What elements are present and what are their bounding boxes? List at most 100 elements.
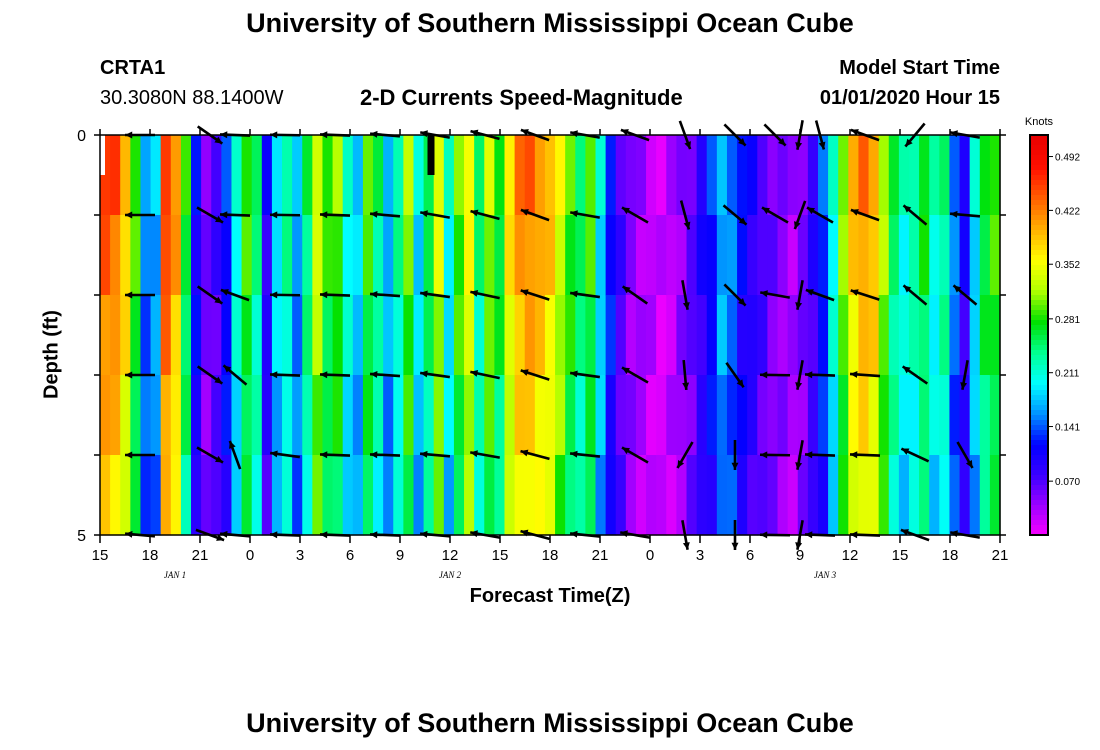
colorbar-segment bbox=[1030, 320, 1048, 326]
heatmap-cell bbox=[261, 135, 273, 216]
colorbar-segment bbox=[1030, 480, 1048, 486]
colorbar-segment bbox=[1030, 215, 1048, 221]
heatmap-cell bbox=[706, 135, 718, 216]
heatmap-cell bbox=[656, 295, 667, 376]
heatmap-cell bbox=[221, 375, 233, 456]
heatmap-cell bbox=[322, 295, 334, 376]
current-arrowhead bbox=[570, 450, 578, 458]
heatmap-cell bbox=[362, 455, 374, 536]
colorbar-segment bbox=[1030, 195, 1048, 201]
heatmap-cell bbox=[838, 455, 849, 536]
heatmap-cell bbox=[939, 455, 951, 536]
heatmap-cell bbox=[150, 135, 162, 216]
colorbar-segment bbox=[1030, 375, 1048, 381]
heatmap-cell bbox=[100, 295, 111, 376]
current-arrowhead bbox=[900, 529, 909, 536]
current-arrowhead bbox=[760, 371, 768, 379]
model-start-time: 01/01/2020 Hour 15 bbox=[819, 87, 1000, 109]
heatmap-cell bbox=[878, 215, 890, 296]
heatmap-cell bbox=[797, 375, 809, 456]
current-arrowhead bbox=[223, 365, 232, 373]
heatmap-cell bbox=[757, 375, 769, 456]
heatmap-cell bbox=[383, 135, 394, 216]
heatmap-cell bbox=[575, 455, 586, 536]
heatmap-cell bbox=[292, 455, 303, 536]
current-arrowhead bbox=[795, 462, 803, 470]
heatmap-cell bbox=[656, 215, 667, 296]
current-arrowhead bbox=[902, 366, 911, 374]
heatmap-cell bbox=[100, 215, 111, 296]
heatmap-cell bbox=[646, 375, 657, 456]
heatmap-cell bbox=[534, 215, 546, 296]
heatmap-cell bbox=[373, 295, 384, 376]
heatmap-cell bbox=[797, 295, 809, 376]
heatmap-cell bbox=[878, 135, 890, 216]
heatmap-cell bbox=[605, 215, 617, 296]
heatmap-cell bbox=[969, 135, 981, 216]
heatmap-cell bbox=[635, 215, 647, 296]
heatmap-cell bbox=[423, 295, 435, 376]
colorbar-tick-label: 0.141 bbox=[1055, 423, 1080, 434]
heatmap-cell bbox=[888, 295, 900, 376]
colorbar-frame bbox=[1029, 134, 1049, 536]
current-arrowhead bbox=[850, 209, 859, 216]
colorbar-segment bbox=[1030, 500, 1048, 506]
heatmap-cell bbox=[352, 295, 364, 376]
heatmap-cell bbox=[787, 135, 799, 216]
heatmap-cell bbox=[484, 215, 495, 296]
current-arrowhead bbox=[570, 370, 578, 378]
current-arrowhead bbox=[760, 290, 768, 298]
heatmap-cell bbox=[201, 215, 212, 296]
heatmap-cell bbox=[757, 215, 769, 296]
station-id: CRTA1 bbox=[100, 57, 166, 79]
current-arrowhead bbox=[677, 460, 685, 468]
heatmap-cell bbox=[908, 215, 920, 296]
heatmap-cell bbox=[332, 295, 344, 376]
heatmap-cell bbox=[453, 135, 465, 216]
heatmap-cell bbox=[282, 455, 293, 536]
heatmap-cell bbox=[524, 375, 536, 456]
heatmap-cell bbox=[180, 295, 192, 376]
heatmap-cell bbox=[979, 295, 991, 376]
heatmap-cell bbox=[848, 215, 860, 296]
heatmap-cell bbox=[231, 455, 243, 536]
colorbar-segment bbox=[1030, 390, 1048, 396]
x-tick-label: 9 bbox=[796, 547, 804, 564]
heatmap-cell bbox=[686, 375, 698, 456]
current-arrowhead bbox=[370, 290, 378, 298]
heatmap-cell bbox=[251, 295, 263, 376]
heatmap-cell bbox=[160, 455, 172, 536]
current-arrowhead bbox=[125, 211, 133, 219]
heatmap-cell bbox=[676, 135, 688, 216]
y-tick-label: 0 bbox=[77, 128, 86, 145]
heatmap-cell bbox=[423, 375, 435, 456]
heatmap-cell bbox=[898, 455, 910, 536]
heatmap-cell bbox=[807, 135, 819, 216]
heatmap-cell bbox=[656, 135, 667, 216]
current-arrowhead bbox=[682, 542, 690, 550]
heatmap-cell bbox=[362, 295, 374, 376]
colorbar-segment bbox=[1030, 450, 1048, 456]
current-arrowhead bbox=[950, 210, 958, 218]
heatmap-cell bbox=[201, 455, 212, 536]
heatmap-cell bbox=[747, 215, 758, 296]
heatmap-cell bbox=[777, 295, 789, 376]
heatmap-cell bbox=[939, 135, 951, 216]
colorbar-segment bbox=[1030, 340, 1048, 346]
heatmap-cell bbox=[231, 295, 243, 376]
colorbar-segment bbox=[1030, 395, 1048, 401]
heatmap-cell bbox=[180, 135, 192, 216]
heatmap-cell bbox=[929, 375, 940, 456]
colorbar-segment bbox=[1030, 200, 1048, 206]
colorbar-segment bbox=[1030, 180, 1048, 186]
heatmap-cell bbox=[888, 455, 900, 536]
colorbar-tick-label: 0.070 bbox=[1055, 477, 1080, 488]
heatmap-cell bbox=[544, 215, 556, 296]
colorbar-segment bbox=[1030, 225, 1048, 231]
heatmap-cell bbox=[160, 215, 172, 296]
heatmap-cell bbox=[362, 215, 374, 296]
colorbar-segment bbox=[1030, 305, 1048, 311]
heatmap-cell bbox=[120, 215, 131, 296]
heatmap-cell bbox=[211, 455, 222, 536]
heatmap-cell bbox=[352, 375, 364, 456]
